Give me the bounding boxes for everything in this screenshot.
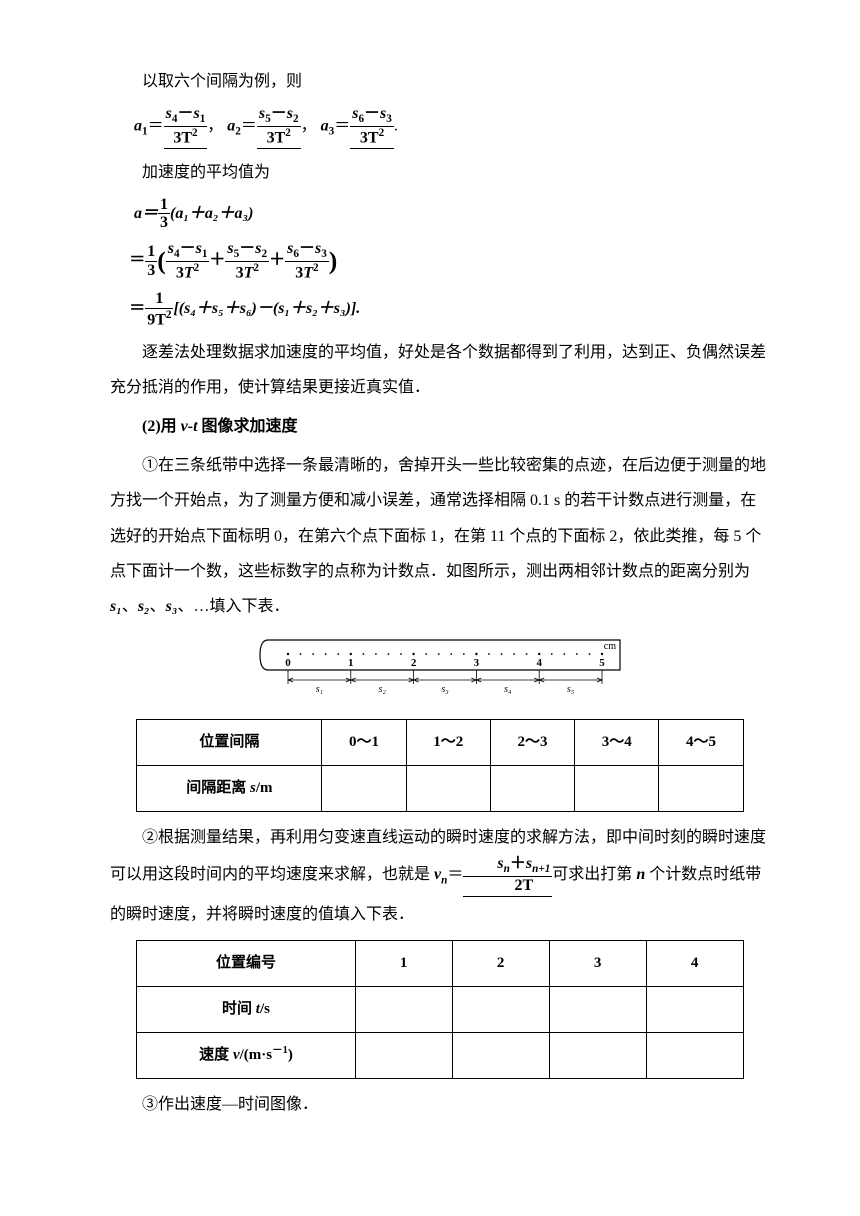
avg-eq-3: ＝19T2[(s₄＋s₅＋s₆)－(s₁＋s₂＋s₃)]. xyxy=(129,290,770,329)
table2-header-cell: 2 xyxy=(452,940,549,986)
acceleration-eq-line: a1＝s4－s13T2， a2＝s5－s23T2， a3＝s6－s33T2. xyxy=(134,105,770,148)
table-velocity: 位置编号1234 时间 t/s 速度 v/(m·s－1) xyxy=(136,940,743,1079)
table2-header-cell: 1 xyxy=(355,940,452,986)
svg-text:0: 0 xyxy=(285,657,291,669)
avg-eq-2: ＝13(s4－s13T2＋s5－s23T2＋s6－s33T2) xyxy=(129,238,770,284)
para-method-3: ③作出速度—时间图像． xyxy=(110,1087,770,1122)
table2-cell xyxy=(452,1032,549,1078)
table2-row2-label: 速度 v/(m·s－1) xyxy=(137,1032,355,1078)
svg-text:s₁: s₁ xyxy=(316,684,323,695)
svg-text:1: 1 xyxy=(348,657,354,669)
table2-cell xyxy=(355,986,452,1032)
table1-cell xyxy=(406,766,490,812)
svg-text:s₃: s₃ xyxy=(441,684,449,695)
table-intervals: 位置间隔0～11～22～33～44～5 间隔距离 s/m xyxy=(136,719,743,812)
svg-text:s₂: s₂ xyxy=(379,684,387,695)
table2-row1-label: 时间 t/s xyxy=(137,986,355,1032)
table2-cell xyxy=(646,1032,743,1078)
table2-header-cell: 4 xyxy=(646,940,743,986)
table2-header-cell: 3 xyxy=(549,940,646,986)
table1-header-cell: 0～1 xyxy=(322,720,406,766)
para-method-1: ①在三条纸带中选择一条最清晰的，舍掉开头一些比较密集的点迹，在后边便于测量的地方… xyxy=(110,448,770,624)
avg-label: 加速度的平均值为 xyxy=(110,155,770,190)
para-summary: 逐差法处理数据求加速度的平均值，好处是各个数据都得到了利用，达到正、负偶然误差充… xyxy=(110,335,770,405)
table2-header-cell: 位置编号 xyxy=(137,940,355,986)
table1-header-cell: 位置间隔 xyxy=(137,720,322,766)
svg-text:cm: cm xyxy=(604,641,616,652)
intro-text: 以取六个间隔为例，则 xyxy=(110,64,770,99)
svg-text:s₅: s₅ xyxy=(567,684,575,695)
svg-text:2: 2 xyxy=(411,657,417,669)
svg-text:s₄: s₄ xyxy=(504,684,512,695)
table1-header-cell: 3～4 xyxy=(575,720,659,766)
tape-svg: cm 0 1 2 3 4 5 s₁ s₂ s₃ s₄ s₅ xyxy=(250,636,630,698)
table1-header-cell: 2～3 xyxy=(490,720,574,766)
tape-diagram: cm 0 1 2 3 4 5 s₁ s₂ s₃ s₄ s₅ xyxy=(110,636,770,711)
svg-text:4: 4 xyxy=(536,657,542,669)
table2-cell xyxy=(549,1032,646,1078)
table1-cell xyxy=(490,766,574,812)
para-method-2: ②根据测量结果，再利用匀变速直线运动的瞬时速度的求解方法，即中间时刻的瞬时速度可… xyxy=(110,820,770,931)
table1-header-cell: 4～5 xyxy=(659,720,743,766)
table2-cell xyxy=(452,986,549,1032)
table1-cell xyxy=(659,766,743,812)
table2-cell xyxy=(549,986,646,1032)
table1-header-cell: 1～2 xyxy=(406,720,490,766)
svg-text:5: 5 xyxy=(599,657,605,669)
table2-cell xyxy=(646,986,743,1032)
table2-cell xyxy=(355,1032,452,1078)
table1-row-label: 间隔距离 s/m xyxy=(137,766,322,812)
svg-text:3: 3 xyxy=(474,657,480,669)
avg-eq-1: a＝13(a₁＋a₂＋a₃) xyxy=(134,196,770,232)
table1-cell xyxy=(322,766,406,812)
table1-cell xyxy=(575,766,659,812)
section-2-heading: (2)用 v-t 图像求加速度 xyxy=(110,409,770,444)
